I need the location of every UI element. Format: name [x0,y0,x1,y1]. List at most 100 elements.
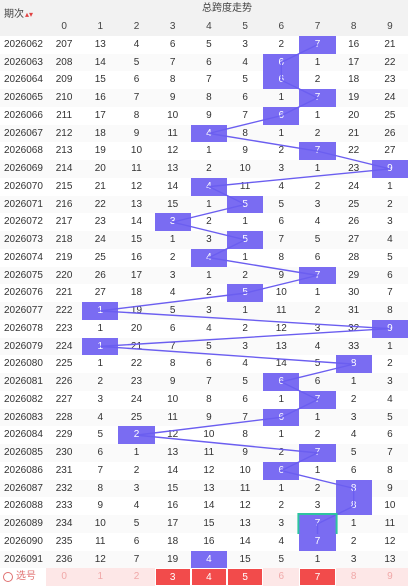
trend-cell: 10 [82,515,119,533]
issue-number: 2026064 [0,71,46,89]
trend-cell: 3 [299,195,336,214]
trend-cell: 5 [371,248,408,267]
trend-cell: 20 [118,319,155,338]
trend-cell: 4 [227,53,264,72]
trend-cell: 1 [263,89,300,107]
pick-number-8[interactable]: 8 [335,568,372,586]
trend-cell: 6 [227,390,264,409]
trend-cell: 8 [118,106,155,125]
trend-cell: 30 [335,284,372,302]
trend-cell: 2 [335,532,372,551]
trend-cell: 2 [299,71,336,89]
trend-cell: 15 [227,550,264,569]
trend-cell: 14 [227,532,264,551]
issue-label: 期次 [4,9,24,20]
trend-cell: 2 [190,213,227,231]
trend-cell: 19 [335,89,372,107]
pick-number-6[interactable]: 6 [263,568,300,586]
trend-cell: 4 [118,497,155,515]
highlighted-cell: 6 [263,408,300,427]
pick-number-2[interactable]: 2 [118,568,155,586]
pick-label-text: 选号 [16,571,36,583]
trend-cell: 226 [46,373,83,391]
trend-cell: 2 [263,35,300,54]
column-header-2[interactable]: 2 [118,18,155,36]
pick-number-4[interactable]: 4 [190,568,227,586]
column-header-5[interactable]: 5 [227,18,264,36]
highlighted-cell: 7 [299,142,336,160]
trend-cell: 211 [46,106,83,125]
trend-cell: 215 [46,177,83,196]
trend-cell: 16 [190,532,227,551]
issue-column-header[interactable]: 期次▴▾ [0,0,46,36]
trend-cell: 9 [227,142,264,160]
pick-number-7[interactable]: 7 [299,568,336,586]
highlighted-cell: 6 [263,461,300,480]
trend-cell: 1 [299,106,336,125]
trend-cell: 2 [299,124,336,143]
column-header-8[interactable]: 8 [335,18,372,36]
trend-cell: 6 [371,266,408,285]
trend-cell: 22 [335,142,372,160]
trend-cell: 2 [263,142,300,160]
highlighted-cell: 4 [190,550,227,569]
highlighted-cell: 9 [371,319,408,338]
trend-cell: 13 [154,444,191,462]
column-header-1[interactable]: 1 [82,18,119,36]
pick-number-0[interactable]: 0 [46,568,83,586]
trend-cell: 18 [335,71,372,89]
pick-label: 选号 [3,568,46,586]
column-header-9[interactable]: 9 [371,18,408,36]
trend-cell: 225 [46,355,83,373]
trend-cell: 12 [263,319,300,338]
column-header-6[interactable]: 6 [263,18,300,36]
issue-number: 2026079 [0,337,46,356]
trend-cell: 14 [154,177,191,196]
column-header-4[interactable]: 4 [190,18,227,36]
highlighted-cell: 6 [263,71,300,89]
trend-cell: 24 [82,231,119,249]
pick-number-3[interactable]: 3 [154,568,191,586]
trend-cell: 25 [118,408,155,427]
trend-cell: 8 [263,248,300,267]
trend-cell: 11 [371,515,408,533]
trend-cell: 8 [371,302,408,320]
column-header-7[interactable]: 7 [299,18,336,36]
pick-number-5[interactable]: 5 [227,568,264,586]
trend-cell: 224 [46,337,83,356]
trend-cell: 13 [154,160,191,178]
trend-cell: 13 [263,337,300,356]
trend-cell: 9 [190,408,227,427]
trend-cell: 16 [335,35,372,54]
issue-number: 2026077 [0,302,46,320]
pick-number-9[interactable]: 9 [371,568,408,586]
pick-number-1[interactable]: 1 [82,568,119,586]
issue-number: 2026070 [0,177,46,196]
trend-cell: 1 [299,53,336,72]
trend-cell: 4 [299,337,336,356]
trend-cell: 7 [263,231,300,249]
trend-cell: 4 [82,408,119,427]
trend-cell: 9 [263,266,300,285]
trend-cell: 2 [263,444,300,462]
trend-cell: 2 [154,248,191,267]
trend-cell: 207 [46,35,83,54]
trend-cell: 21 [335,124,372,143]
trend-cell: 5 [263,550,300,569]
issue-number: 2026087 [0,479,46,498]
trend-cell: 11 [154,408,191,427]
trend-cell: 7 [227,408,264,427]
column-header-3[interactable]: 3 [154,18,191,36]
sort-up-down-icon[interactable]: ▴▾ [25,10,34,19]
trend-cell: 4 [299,213,336,231]
trend-cell: 27 [371,142,408,160]
trend-cell: 232 [46,479,83,498]
radio-circle-icon[interactable] [3,571,13,582]
issue-number: 2026085 [0,444,46,462]
trend-cell: 2 [190,160,227,178]
column-header-0[interactable]: 0 [46,18,83,36]
trend-cell: 234 [46,515,83,533]
issue-number: 2026075 [0,266,46,285]
trend-cell: 24 [371,89,408,107]
trend-cell: 5 [190,337,227,356]
